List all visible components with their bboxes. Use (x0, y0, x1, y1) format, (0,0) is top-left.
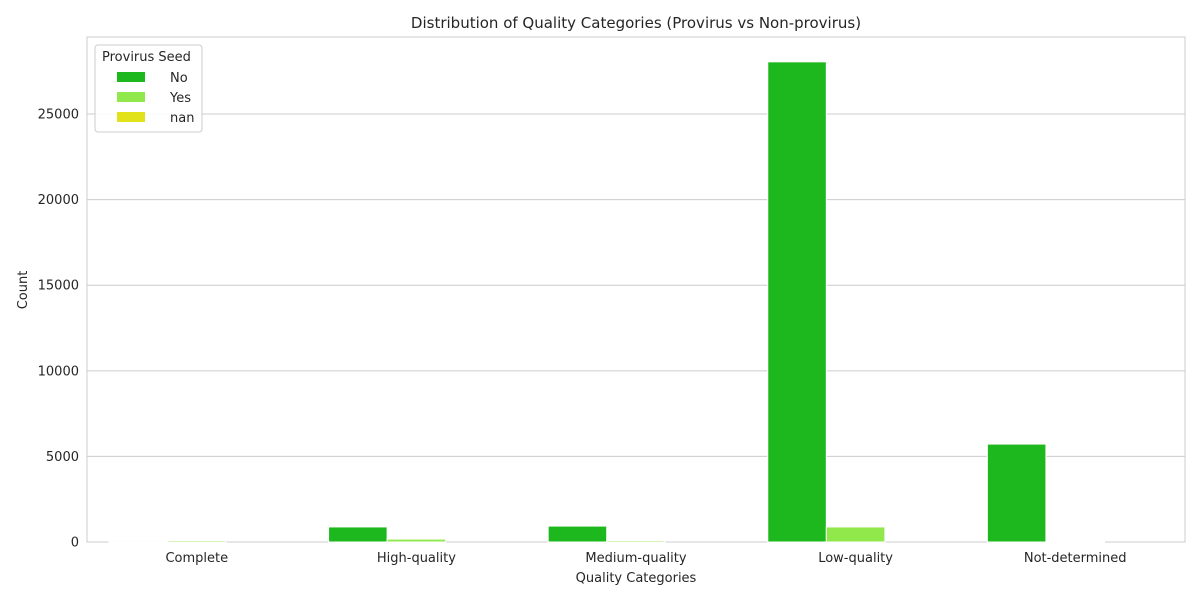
x-tick-label: High-quality (377, 551, 456, 566)
gridlines (87, 113, 1185, 457)
y-tick-label: 10000 (38, 364, 79, 379)
x-axis-ticks: Complete High-quality Medium-quality Low-qu… (165, 551, 1126, 566)
y-tick-label: 0 (71, 536, 79, 551)
legend-box (94, 44, 203, 133)
bar-no-low-quality (767, 61, 827, 543)
bar-yes-complete (167, 540, 227, 543)
y-axis-ticks: 0 5000 10000 15000 20000 25000 (38, 108, 79, 551)
legend-title: Provirus Seed (102, 50, 191, 65)
legend-swatch-yes (117, 92, 145, 102)
bar-yes-high-quality (386, 538, 447, 543)
legend: Provirus Seed No Yes nan (94, 44, 203, 133)
bars (108, 61, 1105, 543)
bar-no-complete (108, 540, 169, 543)
x-tick-label: Low-quality (818, 551, 893, 566)
x-tick-label: Medium-quality (585, 551, 686, 566)
x-axis-title: Quality Categories (576, 571, 697, 586)
bar-yes-medium-quality (606, 540, 666, 543)
legend-label-nan: nan (170, 111, 194, 126)
y-tick-label: 15000 (38, 279, 79, 294)
y-axis-title: Count (16, 271, 31, 310)
y-tick-label: 5000 (46, 450, 79, 465)
bar-no-not-determined (986, 443, 1047, 543)
y-tick-label: 25000 (38, 108, 79, 123)
bar-no-high-quality (328, 526, 388, 543)
y-tick-label: 20000 (38, 193, 79, 208)
legend-items: No Yes nan (117, 71, 194, 126)
legend-swatch-nan (117, 112, 145, 122)
chart-title: Distribution of Quality Categories (Prov… (411, 14, 861, 32)
legend-swatch-no (117, 72, 145, 82)
legend-label-yes: Yes (169, 91, 191, 106)
bar-yes-low-quality (825, 526, 886, 543)
x-tick-label: Not-determined (1024, 551, 1127, 566)
bar-no-medium-quality (547, 525, 608, 543)
x-tick-label: Complete (165, 551, 228, 566)
legend-label-no: No (170, 71, 188, 86)
